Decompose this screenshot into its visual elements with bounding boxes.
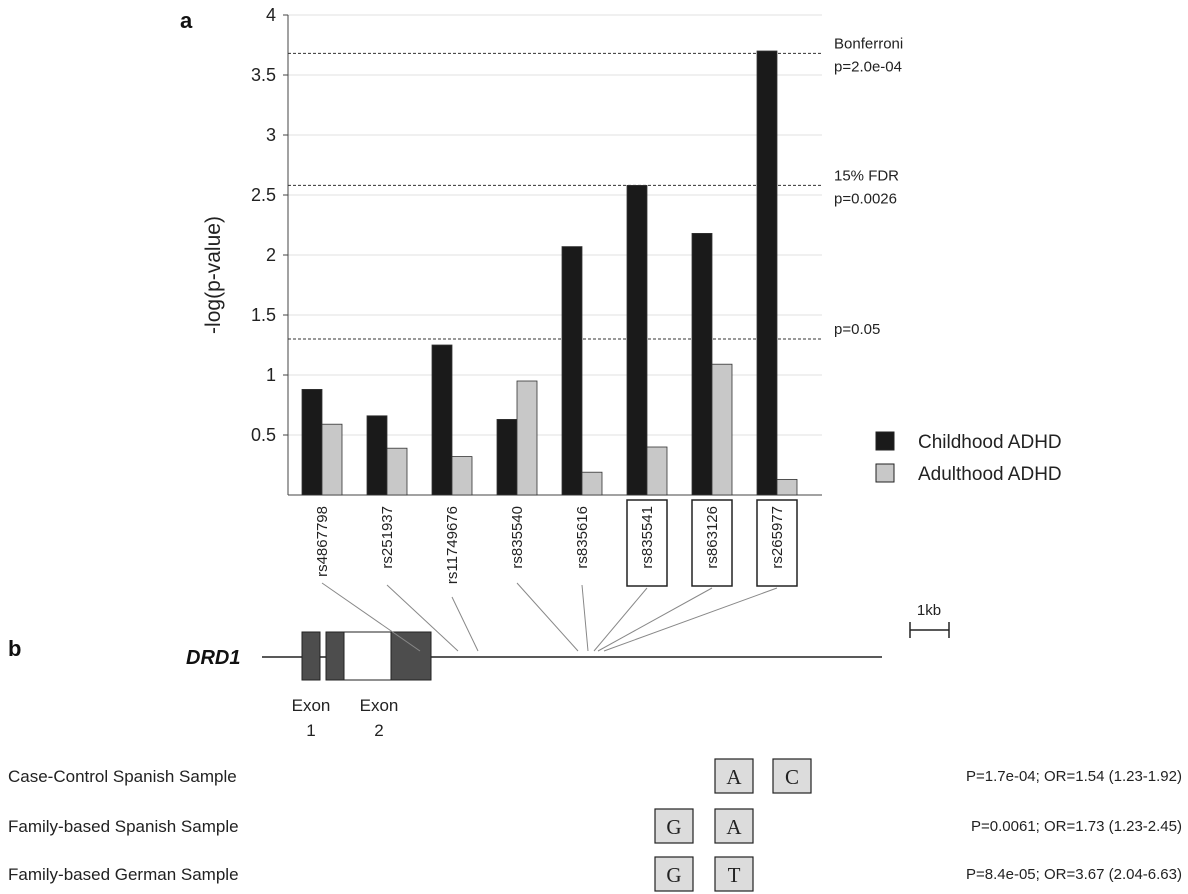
threshold-label: Bonferroni (834, 35, 903, 52)
snp-connector (516, 582, 579, 652)
snp-connector (321, 582, 421, 652)
exon-2-block-a (325, 631, 345, 681)
y-tick-label: 2 (266, 245, 276, 265)
legend-label-adulthood: Adulthood ADHD (918, 464, 1062, 485)
exon-1-block (301, 631, 321, 681)
bar-childhood (366, 415, 388, 496)
association-stat: P=8.4e-05; OR=3.67 (2.04-6.63) (966, 866, 1182, 883)
legend-label-childhood: Childhood ADHD (918, 432, 1062, 453)
allele-box (654, 808, 694, 844)
snp-connector (593, 587, 648, 652)
allele-letter: G (666, 815, 681, 839)
bar-adulthood (321, 423, 343, 496)
allele-letter: A (726, 815, 742, 839)
legend-swatch-childhood (875, 431, 895, 451)
allele-letter: T (728, 863, 741, 887)
threshold-pvalue-label: p=0.0026 (834, 190, 897, 207)
bar-childhood (626, 184, 648, 496)
exon-2-block-b (343, 631, 392, 681)
threshold-pvalue-label: p=2.0e-04 (834, 58, 902, 75)
bar-childhood (691, 232, 713, 496)
exon-1-number: 1 (306, 721, 315, 740)
allele-box (714, 758, 754, 794)
bar-adulthood (516, 380, 538, 496)
sample-label: Family-based Spanish Sample (8, 817, 239, 836)
bar-childhood (561, 246, 583, 496)
allele-letter: G (666, 863, 681, 887)
allele-box (654, 856, 694, 892)
bar-childhood (756, 50, 778, 496)
allele-letter: C (785, 765, 799, 789)
snp-connector (581, 584, 589, 652)
threshold-label: p=0.05 (834, 321, 880, 338)
bar-adulthood (711, 363, 733, 496)
y-tick-label: 2.5 (251, 185, 276, 205)
bar-adulthood (386, 447, 408, 496)
snp-label: rs863126 (704, 506, 721, 569)
snp-connector (603, 587, 778, 652)
snp-label-box (756, 499, 798, 587)
snp-label-box (691, 499, 733, 587)
bar-childhood (496, 418, 518, 496)
bar-adulthood (451, 456, 473, 496)
y-tick-label: 1 (266, 365, 276, 385)
scale-bar: 1kb (909, 602, 950, 638)
snp-connectors (321, 582, 778, 652)
snp-label: rs835540 (509, 506, 526, 569)
sample-label: Family-based German Sample (8, 865, 239, 884)
sample-rows: Case-Control Spanish Sample A C P=1.7e-04; … (8, 758, 1182, 892)
exon-2-label: Exon (360, 696, 399, 715)
snp-label: rs4867798 (314, 506, 331, 577)
y-tick-label: 4 (266, 5, 276, 25)
snp-label: rs835616 (574, 506, 591, 569)
y-tick-label: 3 (266, 125, 276, 145)
snp-label: rs11749676 (444, 506, 461, 584)
scale-bar-label: 1kb (917, 602, 941, 619)
allele-box (714, 808, 754, 844)
bar-adulthood (646, 446, 668, 496)
association-stat: P=1.7e-04; OR=1.54 (1.23-1.92) (966, 768, 1182, 785)
snp-label-box (626, 499, 668, 587)
panel-b-letter: b (8, 636, 21, 661)
gene-name: DRD1 (186, 647, 240, 669)
snp-connector (451, 596, 479, 652)
bar-childhood (431, 344, 453, 496)
allele-box (714, 856, 754, 892)
bar-childhood (301, 388, 323, 496)
association-stat: P=0.0061; OR=1.73 (1.23-2.45) (971, 818, 1182, 835)
snp-label: rs265977 (769, 506, 786, 569)
y-tick-label: 1.5 (251, 305, 276, 325)
y-axis-label: -log(p-value) (202, 216, 225, 334)
legend-swatch-adulthood (875, 463, 895, 483)
exon-1-label: Exon (292, 696, 331, 715)
snp-label: rs835541 (639, 506, 656, 569)
allele-box (772, 758, 812, 794)
legend: Childhood ADHD Adulthood ADHD (875, 431, 1062, 485)
allele-letter: A (726, 765, 742, 789)
bar-chart: 0.5 1 1.5 2 2.5 3 3.5 4 Bonferroni p=2.0e-04 15% F… (251, 5, 903, 587)
bar-adulthood (581, 471, 603, 496)
y-tick-label: 3.5 (251, 65, 276, 85)
threshold-label: 15% FDR (834, 167, 899, 184)
snp-connector (597, 587, 713, 652)
snp-label: rs251937 (379, 506, 396, 569)
snp-connector (386, 584, 459, 652)
bar-adulthood (776, 478, 798, 496)
exon-2-block-c (390, 631, 432, 681)
y-tick-label: 0.5 (251, 425, 276, 445)
panel-a-letter: a (180, 8, 193, 33)
sample-label: Case-Control Spanish Sample (8, 767, 237, 786)
exon-2-number: 2 (374, 721, 383, 740)
